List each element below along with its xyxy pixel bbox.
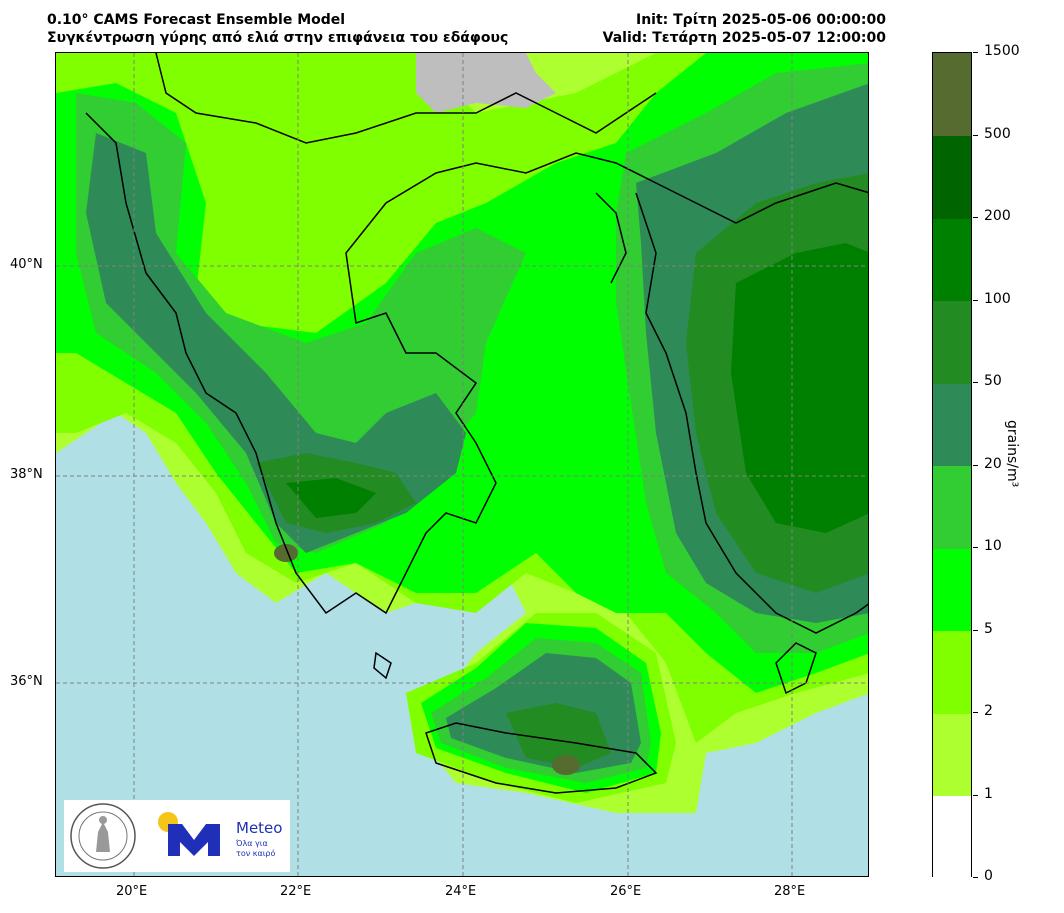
pollen-field-map: [56, 53, 868, 876]
colorbar-segment: [933, 795, 971, 879]
lon-label-20: 20°E: [116, 884, 148, 899]
lon-label-28: 28°E: [774, 884, 806, 899]
title-model: 0.10° CAMS Forecast Ensemble Model: [47, 12, 346, 28]
colorbar-tick-mark: [973, 464, 978, 466]
colorbar-tick-mark: [973, 629, 978, 631]
meteo-logo: [158, 812, 220, 856]
meteo-tagline: Όλα για τον καιρό: [236, 839, 296, 859]
colorbar-tick-mark: [973, 712, 978, 713]
meteo-wordmark: Meteo: [236, 819, 283, 837]
colorbar: [932, 52, 972, 879]
map-panel: [55, 52, 869, 877]
title-right: Init: Τρίτη 2025-05-06 00:00:00 Valid: Τ…: [603, 11, 886, 47]
lon-label-26: 26°E: [610, 884, 642, 899]
colorbar-tick-mark: [973, 299, 978, 301]
title-init: Init: Τρίτη 2025-05-06 00:00:00: [635, 12, 886, 28]
colorbar-tick-label: 1500: [984, 43, 1020, 59]
colorbar-tick-mark: [973, 877, 978, 878]
lon-label-22: 22°E: [280, 884, 312, 899]
colorbar-tick-label: 100: [984, 290, 1011, 307]
lon-label-24: 24°E: [445, 884, 477, 899]
colorbar-unit-label: grains/m³: [1004, 420, 1020, 488]
colorbar-segment: [933, 713, 971, 796]
colorbar-segment: [933, 218, 971, 301]
colorbar-segment: [933, 548, 971, 631]
colorbar-segment: [933, 465, 971, 549]
lat-label-36: 36°N: [10, 674, 43, 689]
colorbar-segment: [933, 53, 971, 136]
colorbar-tick-label: 500: [984, 125, 1011, 142]
colorbar-tick-label: 5: [984, 620, 993, 637]
colorbar-tick-label: 200: [984, 208, 1011, 224]
colorbar-tick-label: 20: [984, 455, 1002, 472]
observatory-seal-logo: [70, 803, 136, 869]
title-left: 0.10° CAMS Forecast Ensemble Model Συγκέ…: [47, 11, 508, 47]
title-valid: Valid: Τετάρτη 2025-05-07 12:00:00: [602, 30, 886, 46]
colorbar-segment: [933, 300, 971, 384]
colorbar-tick-mark: [973, 217, 978, 218]
colorbar-segment: [933, 630, 971, 714]
colorbar-tick-mark: [973, 547, 978, 548]
colorbar-tick-label: 0: [984, 868, 993, 884]
colorbar-segment: [933, 383, 971, 466]
colorbar-segment: [933, 135, 971, 219]
colorbar-tick-mark: [973, 134, 978, 136]
lat-label-38: 38°N: [10, 467, 43, 482]
colorbar-tick-label: 2: [984, 703, 993, 719]
logo-box: Meteo Όλα για τον καιρό: [64, 800, 290, 872]
meteo-tagline-line2: τον καιρό: [236, 849, 276, 858]
colorbar-tick-label: 1: [984, 785, 993, 802]
colorbar-tick-label: 10: [984, 538, 1002, 554]
colorbar-tick-label: 50: [984, 373, 1002, 389]
colorbar-tick-mark: [973, 794, 978, 796]
colorbar-tick-mark: [973, 382, 978, 383]
colorbar-tick-mark: [973, 52, 978, 53]
meteo-tagline-line1: Όλα για: [236, 839, 268, 848]
lat-label-40: 40°N: [10, 257, 43, 272]
title-variable: Συγκέντρωση γύρης από ελιά στην επιφάνει…: [47, 30, 509, 46]
